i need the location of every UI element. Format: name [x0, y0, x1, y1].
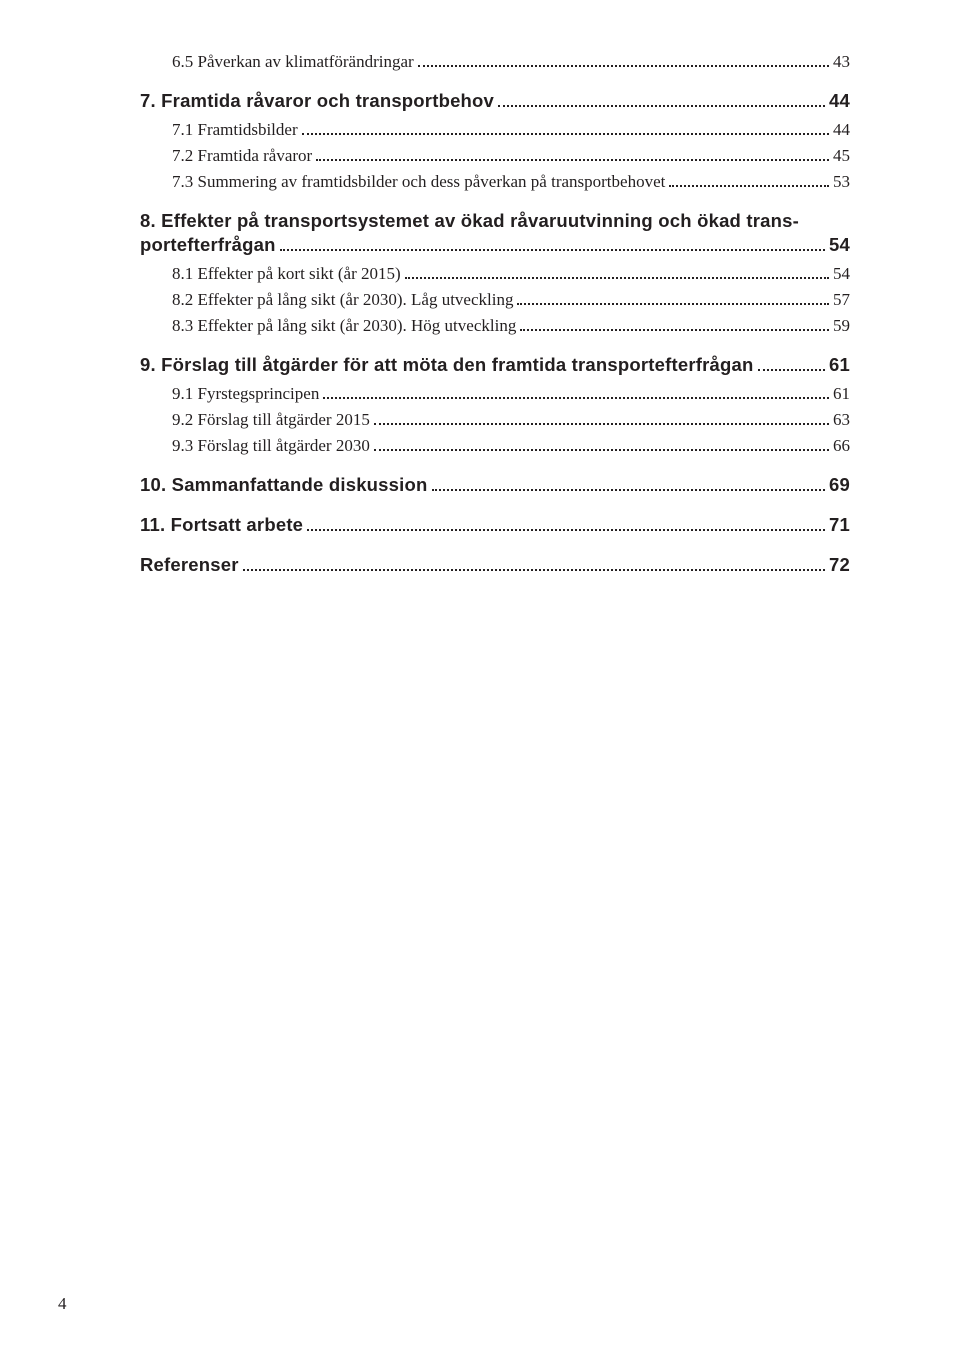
- toc-entry-page: 72: [829, 554, 850, 576]
- toc-entry: 10. Sammanfattande diskussion 69: [140, 474, 850, 496]
- toc-entry-label: 8. Effekter på transportsystemet av ökad…: [140, 210, 850, 232]
- toc-entry: 9.1 Fyrstegsprincipen 61: [140, 384, 850, 404]
- toc-entry-label: 8.2 Effekter på lång sikt (år 2030). Låg…: [172, 290, 513, 310]
- toc-entry-page: 53: [833, 172, 850, 192]
- page-number: 4: [58, 1294, 67, 1314]
- toc-leader-dots: [243, 556, 825, 571]
- toc-entry-label: 9.3 Förslag till åtgärder 2030: [172, 436, 370, 456]
- toc-entry-page: 71: [829, 514, 850, 536]
- toc-entry-page: 43: [833, 52, 850, 72]
- toc-entry-label: 9. Förslag till åtgärder för att möta de…: [140, 354, 754, 376]
- toc-leader-dots: [517, 291, 829, 305]
- toc-entry-page: 57: [833, 290, 850, 310]
- toc-leader-dots: [374, 411, 829, 425]
- toc-leader-dots: [307, 516, 825, 531]
- toc-leader-dots: [323, 385, 829, 399]
- toc-entry-label: 9.1 Fyrstegsprincipen: [172, 384, 319, 404]
- toc-entry: 9. Förslag till åtgärder för att möta de…: [140, 354, 850, 376]
- toc-entry-page: 69: [829, 474, 850, 496]
- toc-entry: 9.2 Förslag till åtgärder 2015 63: [140, 410, 850, 430]
- toc-entry-label: 8.1 Effekter på kort sikt (år 2015): [172, 264, 401, 284]
- toc-entry: 7.1 Framtidsbilder 44: [140, 120, 850, 140]
- toc-leader-dots: [432, 476, 826, 491]
- toc-entry-page: 45: [833, 146, 850, 166]
- toc-entry-label: 7.1 Framtidsbilder: [172, 120, 298, 140]
- toc-entry-page: 54: [829, 234, 850, 256]
- toc-entry-label: Referenser: [140, 554, 239, 576]
- toc-leader-dots: [302, 121, 829, 135]
- toc-leader-dots: [405, 265, 829, 279]
- toc-entry-label: 8.3 Effekter på lång sikt (år 2030). Hög…: [172, 316, 516, 336]
- toc-entry-label: 6.5 Påverkan av klimatförändringar: [172, 52, 414, 72]
- toc-entry: 7.2 Framtida råvaror 45: [140, 146, 850, 166]
- toc-entry: 8.3 Effekter på lång sikt (år 2030). Hög…: [140, 316, 850, 336]
- toc-entry-page: 63: [833, 410, 850, 430]
- toc-entry-page: 44: [833, 120, 850, 140]
- toc-entry-page: 59: [833, 316, 850, 336]
- toc-entry-page: 61: [833, 384, 850, 404]
- toc-leader-dots: [316, 147, 829, 161]
- toc-entry-page: 44: [829, 90, 850, 112]
- toc-entry-label: 10. Sammanfattande diskussion: [140, 474, 428, 496]
- toc-leader-dots: [374, 437, 829, 451]
- toc-entry-label: 9.2 Förslag till åtgärder 2015: [172, 410, 370, 430]
- toc-leader-dots: [520, 317, 829, 331]
- toc-leader-dots: [498, 92, 825, 107]
- toc-entry: Referenser 72: [140, 554, 850, 576]
- toc-entry-page: 61: [829, 354, 850, 376]
- toc-leader-dots: [669, 173, 829, 187]
- toc-entry: 8. Effekter på transportsystemet av ökad…: [140, 210, 850, 256]
- toc-leader-dots: [758, 356, 826, 371]
- toc-leader-dots: [418, 53, 829, 67]
- toc-entry: 8.2 Effekter på lång sikt (år 2030). Låg…: [140, 290, 850, 310]
- toc-entry: 8.1 Effekter på kort sikt (år 2015) 54: [140, 264, 850, 284]
- toc-entry-label: 7. Framtida råvaror och transportbehov: [140, 90, 494, 112]
- toc-entry: 9.3 Förslag till åtgärder 2030 66: [140, 436, 850, 456]
- toc-entry-page: 54: [833, 264, 850, 284]
- toc-entry: 7.3 Summering av framtidsbilder och dess…: [140, 172, 850, 192]
- toc-entry: 7. Framtida råvaror och transportbehov 44: [140, 90, 850, 112]
- toc-entry-label: 11. Fortsatt arbete: [140, 514, 303, 536]
- toc-entry: 6.5 Påverkan av klimatförändringar 43: [140, 52, 850, 72]
- toc-entry-label: 7.3 Summering av framtidsbilder och dess…: [172, 172, 665, 192]
- toc-leader-dots: [280, 236, 825, 251]
- toc-entry: 11. Fortsatt arbete 71: [140, 514, 850, 536]
- toc-entry-label: 7.2 Framtida råvaror: [172, 146, 312, 166]
- toc-entry-page: 66: [833, 436, 850, 456]
- toc-page: 6.5 Påverkan av klimatförändringar 43 7. F…: [0, 0, 960, 576]
- toc-entry-label: portefterfrågan: [140, 234, 276, 256]
- table-of-contents: 6.5 Påverkan av klimatförändringar 43 7. F…: [140, 52, 850, 576]
